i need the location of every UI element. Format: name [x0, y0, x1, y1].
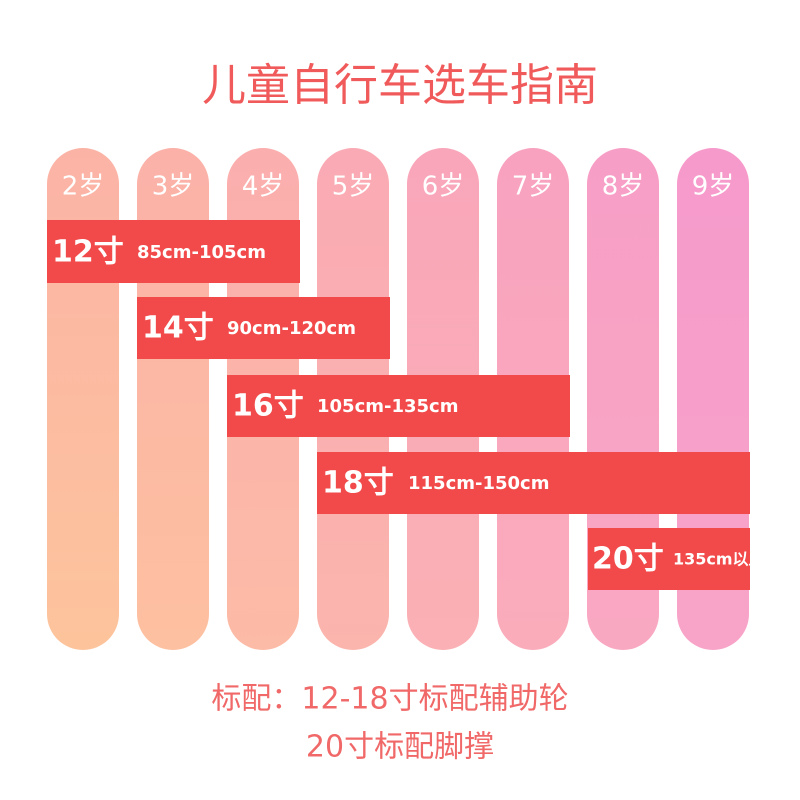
age-label: 4岁	[242, 172, 285, 202]
size-label: 20寸	[592, 542, 664, 577]
age-column	[587, 148, 659, 650]
age-label: 9岁	[692, 172, 735, 202]
height-label: 115cm-150cm	[408, 473, 549, 494]
age-label: 2岁	[62, 172, 105, 202]
age-label: 6岁	[422, 172, 465, 202]
age-label: 3岁	[152, 172, 195, 202]
size-bar	[588, 528, 750, 590]
size-bar	[317, 452, 750, 514]
size-label: 18寸	[322, 466, 394, 501]
size-label: 14寸	[142, 311, 214, 346]
height-label: 135cm以上	[673, 550, 765, 569]
height-label: 105cm-135cm	[317, 396, 458, 417]
size-label: 16寸	[232, 389, 304, 424]
height-label: 85cm-105cm	[137, 242, 266, 263]
age-label: 8岁	[602, 172, 645, 202]
age-column	[677, 148, 749, 650]
title: 儿童自行车选车指南	[202, 60, 598, 111]
size-bar	[227, 375, 570, 437]
size-label: 12寸	[52, 235, 124, 270]
footer-line: 标配：12-18寸标配辅助轮	[211, 682, 568, 717]
footer-line: 20寸标配脚撑	[306, 730, 494, 765]
size-bar	[137, 297, 390, 359]
size-bars: 12寸 85cm-105cm 14寸 90cm-120cm 16寸 105cm-…	[47, 220, 765, 590]
height-label: 90cm-120cm	[227, 318, 356, 339]
size-bar	[47, 220, 300, 283]
age-label: 7岁	[512, 172, 555, 202]
age-label: 5岁	[332, 172, 375, 202]
